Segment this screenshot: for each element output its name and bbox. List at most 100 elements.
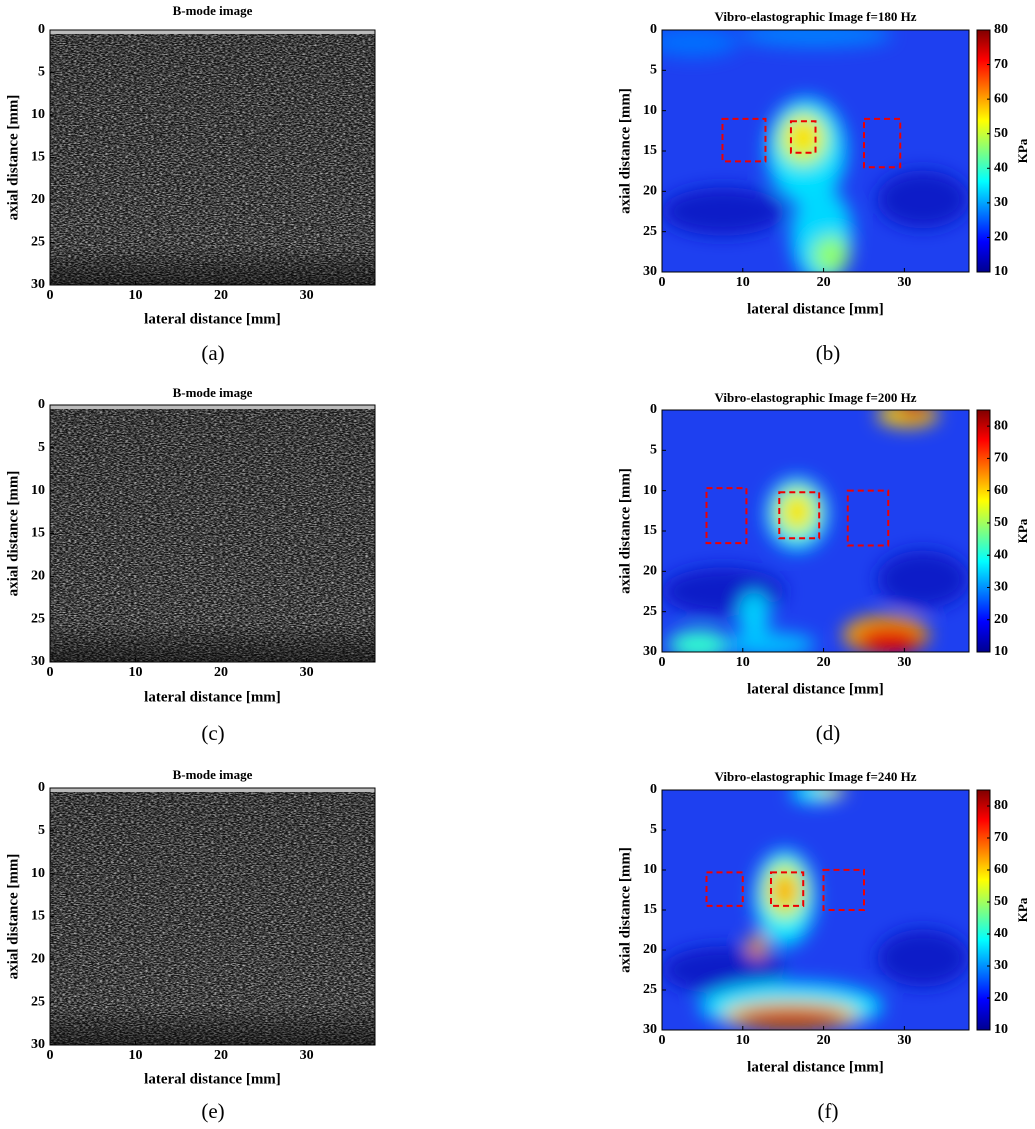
x-tick-label: 20 xyxy=(214,665,228,680)
x-tick-label: 30 xyxy=(897,655,911,670)
image xyxy=(662,403,969,660)
x-tick-label: 20 xyxy=(214,288,228,303)
shade xyxy=(50,405,375,662)
image xyxy=(50,405,375,662)
y-tick-label: 5 xyxy=(38,440,45,455)
caption: (c) xyxy=(201,721,224,745)
dark-zone xyxy=(662,187,785,235)
shade xyxy=(50,30,375,285)
y-tick-label: 0 xyxy=(650,22,657,37)
y-tick-label: 20 xyxy=(643,942,657,957)
y-tick-label: 15 xyxy=(643,902,657,917)
x-tick-label: 0 xyxy=(47,288,54,303)
caption: (d) xyxy=(816,721,841,745)
x-tick-label: 0 xyxy=(659,655,666,670)
y-axis-label: axial distance [mm] xyxy=(5,854,21,980)
heat-blob xyxy=(753,942,762,954)
x-tick-label: 20 xyxy=(817,655,831,670)
transducer-line xyxy=(50,405,375,409)
y-tick-label: 15 xyxy=(31,150,45,165)
image xyxy=(50,30,375,285)
colorbar-label: KPa xyxy=(1015,138,1030,163)
y-tick-label: 30 xyxy=(643,644,657,659)
y-tick-label: 25 xyxy=(31,994,45,1009)
panel-title: B-mode image xyxy=(173,385,253,400)
colorbar-tick-label: 10 xyxy=(994,644,1008,659)
colorbar-gradient xyxy=(977,30,990,272)
y-tick-label: 0 xyxy=(38,397,45,412)
heat-blob xyxy=(855,625,923,654)
heat-blob xyxy=(739,592,770,640)
y-tick-label: 10 xyxy=(643,483,657,498)
y-tick-label: 5 xyxy=(38,65,45,80)
heat-blob xyxy=(723,633,815,657)
y-axis-label: axial distance [mm] xyxy=(5,95,21,221)
colorbar-gradient xyxy=(977,410,990,652)
image xyxy=(647,23,969,284)
x-tick-label: 20 xyxy=(817,275,831,290)
y-tick-label: 10 xyxy=(31,483,45,498)
x-tick-label: 10 xyxy=(129,288,143,303)
colorbar-tick-label: 20 xyxy=(994,612,1008,627)
y-axis-label: axial distance [mm] xyxy=(617,468,633,594)
colorbar: 1020304050607080KPa xyxy=(977,790,1030,1037)
y-tick-label: 30 xyxy=(31,1037,45,1052)
y-tick-label: 15 xyxy=(643,523,657,538)
colorbar-tick-label: 80 xyxy=(994,418,1008,433)
colorbar-tick-label: 80 xyxy=(994,22,1008,37)
panel-title: Vibro-elastographic Image f=180 Hz xyxy=(714,9,916,24)
colorbar-tick-label: 60 xyxy=(994,483,1008,498)
colorbar-tick-label: 50 xyxy=(994,894,1008,909)
colorbar-tick-label: 20 xyxy=(994,990,1008,1005)
y-tick-label: 25 xyxy=(643,604,657,619)
colorbar-label: KPa xyxy=(1015,518,1030,543)
x-axis-label: lateral distance [mm] xyxy=(747,1059,884,1075)
heat-blob xyxy=(788,120,819,154)
x-tick-label: 30 xyxy=(300,288,314,303)
y-tick-label: 15 xyxy=(31,526,45,541)
colorbar-tick-label: 20 xyxy=(994,230,1008,245)
heat-blob xyxy=(647,28,739,57)
x-tick-label: 10 xyxy=(129,1048,143,1063)
x-axis-label: lateral distance [mm] xyxy=(747,301,884,317)
y-tick-label: 20 xyxy=(31,569,45,584)
x-axis-label: lateral distance [mm] xyxy=(144,689,281,705)
panel: 0102030051015202530Vibro-elastographic I… xyxy=(617,769,1030,1123)
colorbar-tick-label: 50 xyxy=(994,515,1008,530)
x-tick-label: 10 xyxy=(736,655,750,670)
y-tick-label: 20 xyxy=(643,184,657,199)
y-tick-label: 0 xyxy=(38,780,45,795)
colorbar-tick-label: 70 xyxy=(994,830,1008,845)
y-tick-label: 30 xyxy=(31,654,45,669)
x-tick-label: 0 xyxy=(47,665,54,680)
colorbar-tick-label: 10 xyxy=(994,264,1008,279)
y-tick-label: 5 xyxy=(650,443,657,458)
x-tick-label: 0 xyxy=(47,1048,54,1063)
x-tick-label: 30 xyxy=(300,665,314,680)
y-tick-label: 25 xyxy=(643,224,657,239)
colorbar-tick-label: 30 xyxy=(994,195,1008,210)
y-tick-label: 10 xyxy=(31,866,45,881)
heat-blob xyxy=(771,874,799,908)
colorbar-gradient xyxy=(977,790,990,1030)
figure: 0102030051015202530B-mode imagelateral d… xyxy=(0,0,1035,1129)
panel-title: B-mode image xyxy=(173,3,253,18)
y-axis-label: axial distance [mm] xyxy=(617,88,633,214)
colorbar-tick-label: 70 xyxy=(994,451,1008,466)
y-axis-label: axial distance [mm] xyxy=(617,847,633,973)
y-tick-label: 25 xyxy=(643,982,657,997)
panel-title: B-mode image xyxy=(173,767,253,782)
x-tick-label: 10 xyxy=(736,275,750,290)
colorbar-tick-label: 30 xyxy=(994,580,1008,595)
caption: (b) xyxy=(816,341,841,365)
colorbar-tick-label: 30 xyxy=(994,958,1008,973)
heat-blob xyxy=(785,497,810,526)
x-axis-label: lateral distance [mm] xyxy=(144,311,281,327)
x-tick-label: 30 xyxy=(897,275,911,290)
transducer-line xyxy=(50,30,375,34)
